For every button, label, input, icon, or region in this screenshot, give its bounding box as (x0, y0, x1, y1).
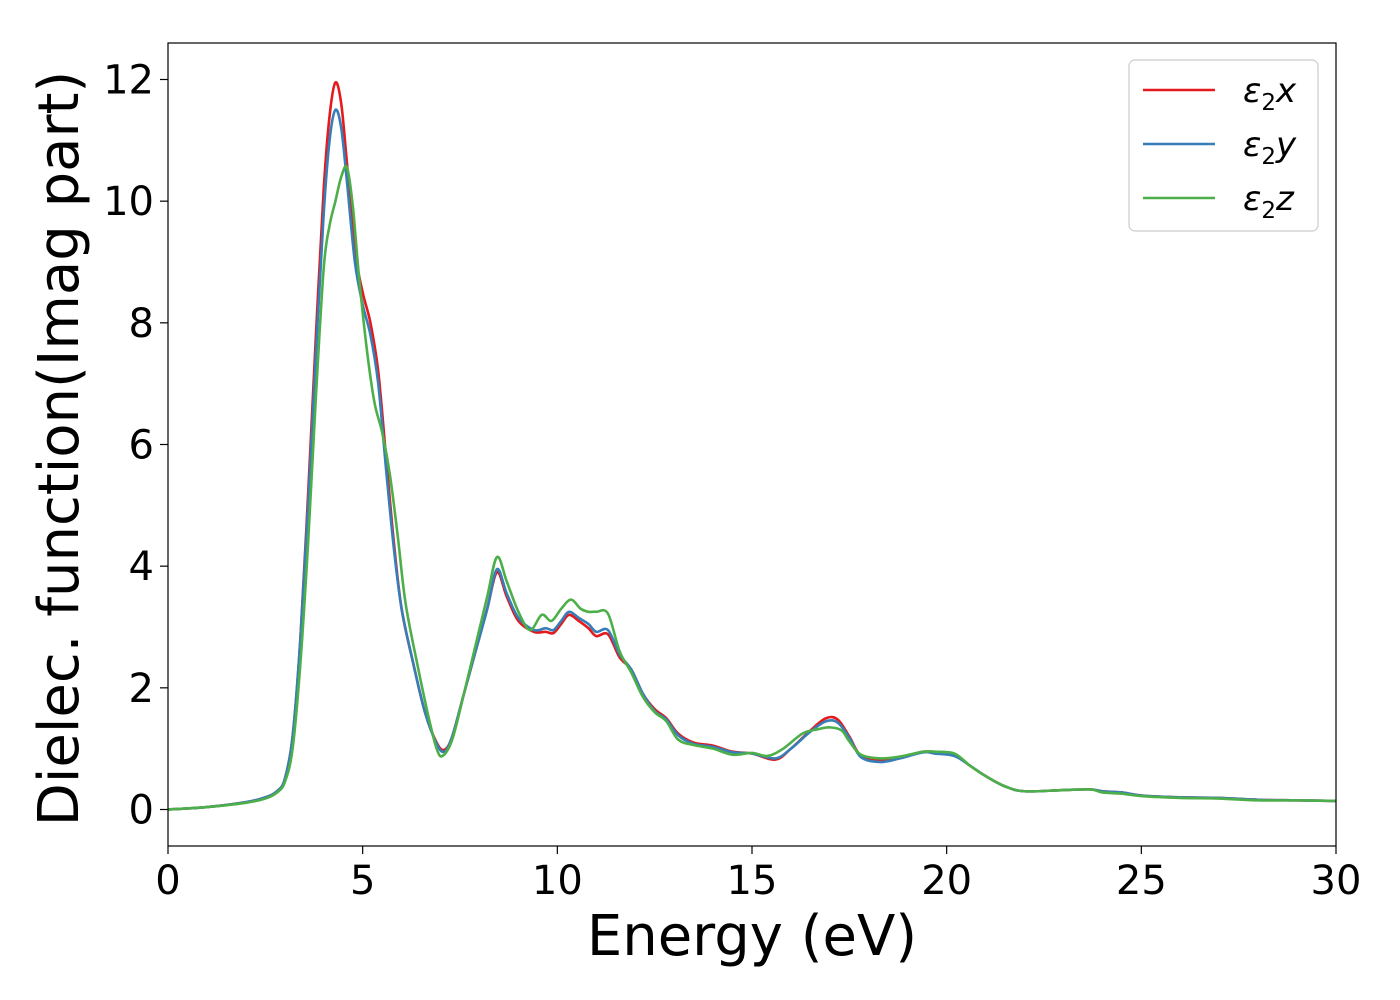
y-tick-label: 2 (129, 666, 154, 712)
y-axis-title: Dielec. function(Imag part) (27, 71, 92, 827)
x-tick-label: 20 (921, 858, 972, 904)
x-tick-label: 15 (727, 858, 778, 904)
legend-box (1128, 59, 1319, 232)
y-tick-label: 8 (129, 301, 154, 347)
y-tick-label: 12 (103, 58, 154, 104)
series-line-z (167, 164, 1337, 811)
legend-label-y: ε2y (1243, 125, 1297, 170)
y-tick-label: 10 (103, 179, 154, 225)
series-layer (167, 81, 1337, 811)
legend-label-x: ε2x (1243, 71, 1297, 116)
x-axis-title: Energy (eV) (587, 904, 917, 969)
x-tick-label: 0 (155, 858, 180, 904)
x-tick-label: 30 (1311, 858, 1362, 904)
legend: ε2x ε2y ε2z (1128, 59, 1319, 232)
x-tick-label: 25 (1116, 858, 1167, 904)
legend-label-z: ε2z (1243, 179, 1295, 224)
x-tick-label: 10 (532, 858, 583, 904)
x-tick-label: 5 (350, 858, 375, 904)
y-tick-label: 0 (129, 788, 154, 834)
y-tick-label: 6 (129, 423, 154, 469)
x-axis-ticks: 0 5 10 15 20 25 30 (155, 846, 1361, 904)
y-axis-ticks: 0 2 4 6 8 10 12 (103, 58, 168, 834)
y-tick-label: 4 (129, 544, 154, 590)
